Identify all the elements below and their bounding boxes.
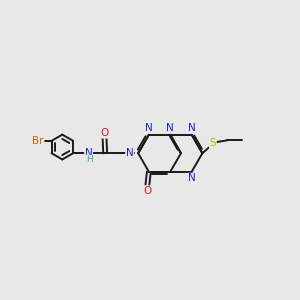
- Text: N: N: [126, 148, 134, 158]
- Text: O: O: [100, 128, 109, 138]
- Text: N: N: [145, 123, 153, 133]
- Text: N: N: [188, 173, 196, 183]
- Text: N: N: [188, 123, 196, 133]
- Text: Br: Br: [32, 136, 44, 146]
- Text: S: S: [209, 138, 216, 148]
- Text: N: N: [167, 123, 174, 133]
- Text: O: O: [143, 186, 152, 196]
- Text: N: N: [85, 148, 92, 158]
- Text: H: H: [86, 155, 92, 164]
